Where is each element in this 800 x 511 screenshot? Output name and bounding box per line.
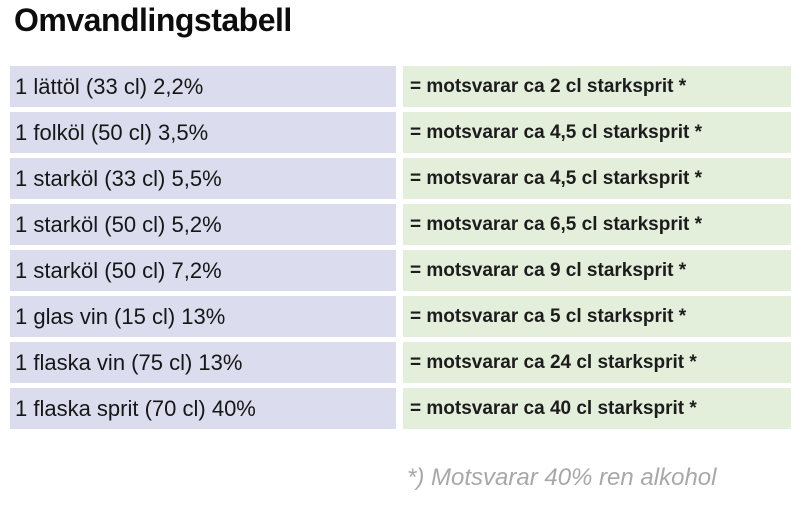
table-row: 1 flaska vin (75 cl) 13% = motsvarar ca … [10,342,791,383]
page-title: Omvandlingstabell [14,2,292,38]
beverage-cell: 1 flaska vin (75 cl) 13% [10,342,396,383]
table-row: 1 lättöl (33 cl) 2,2% = motsvarar ca 2 c… [10,66,791,107]
equivalent-cell: = motsvarar ca 40 cl starksprit * [403,388,791,429]
table-row: 1 starköl (50 cl) 7,2% = motsvarar ca 9 … [10,250,791,291]
equivalent-cell: = motsvarar ca 4,5 cl starksprit * [403,112,791,153]
beverage-cell: 1 lättöl (33 cl) 2,2% [10,66,396,107]
footnote: *) Motsvarar 40% ren alkohol [407,464,717,491]
equivalent-cell: = motsvarar ca 5 cl starksprit * [403,296,791,337]
equivalent-cell: = motsvarar ca 4,5 cl starksprit * [403,158,791,199]
beverage-cell: 1 flaska sprit (70 cl) 40% [10,388,396,429]
equivalent-cell: = motsvarar ca 9 cl starksprit * [403,250,791,291]
table-row: 1 flaska sprit (70 cl) 40% = motsvarar c… [10,388,791,429]
beverage-cell: 1 starköl (50 cl) 7,2% [10,250,396,291]
beverage-cell: 1 glas vin (15 cl) 13% [10,296,396,337]
equivalent-cell: = motsvarar ca 24 cl starksprit * [403,342,791,383]
table-row: 1 starköl (33 cl) 5,5% = motsvarar ca 4,… [10,158,791,199]
equivalent-cell: = motsvarar ca 2 cl starksprit * [403,66,791,107]
conversion-table: 1 lättöl (33 cl) 2,2% = motsvarar ca 2 c… [10,66,791,429]
table-row: 1 starköl (50 cl) 5,2% = motsvarar ca 6,… [10,204,791,245]
equivalent-cell: = motsvarar ca 6,5 cl starksprit * [403,204,791,245]
beverage-cell: 1 starköl (33 cl) 5,5% [10,158,396,199]
beverage-cell: 1 folköl (50 cl) 3,5% [10,112,396,153]
table-row: 1 glas vin (15 cl) 13% = motsvarar ca 5 … [10,296,791,337]
beverage-cell: 1 starköl (50 cl) 5,2% [10,204,396,245]
table-row: 1 folköl (50 cl) 3,5% = motsvarar ca 4,5… [10,112,791,153]
